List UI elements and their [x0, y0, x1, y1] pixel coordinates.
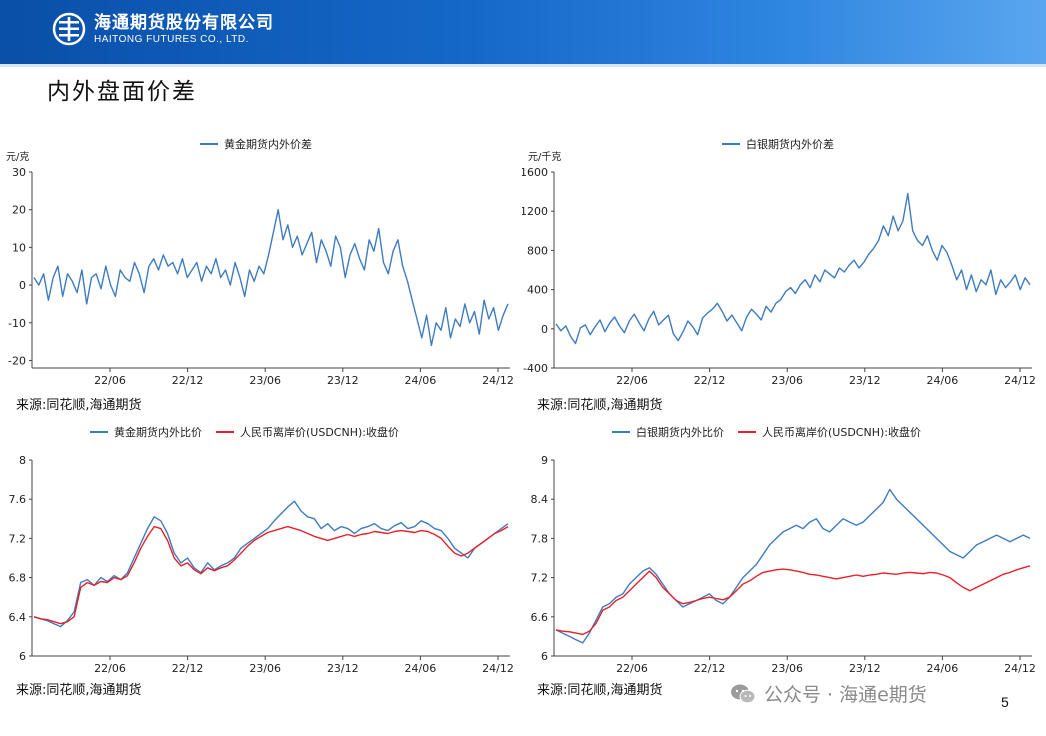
y-tick-label: 8.4 — [531, 493, 549, 506]
gold-ratio-chart: 黄金期货内外比价 人民币离岸价(USDCNH):收盘价 8 7.6 7.2 6.8 6.4 6… — [0, 418, 520, 680]
y-tick-label: 0 — [19, 279, 26, 292]
y-tick-label: 7.6 — [9, 493, 27, 506]
wechat-account-label: 公众号 · 海通e期货 — [764, 684, 927, 706]
source-note: 来源:同花顺,海通期货 — [16, 398, 142, 413]
series-line — [555, 488, 1031, 644]
legend: 白银期货内外比价 人民币离岸价(USDCNH):收盘价 — [612, 425, 921, 439]
x-tick-label: 23/06 — [771, 662, 803, 675]
page-title: 内外盘面价差 — [47, 79, 197, 105]
y-tick-label: 6 — [541, 650, 548, 663]
silver-ratio-chart: 白银期货内外比价 人民币离岸价(USDCNH):收盘价 9 8.4 7.8 7.2 6.6 6… — [522, 418, 1042, 680]
legend: 黄金期货内外比价 人民币离岸价(USDCNH):收盘价 — [90, 425, 399, 439]
x-tick-label: 24/12 — [482, 662, 514, 675]
legend-item: 黄金期货内外比价 — [90, 425, 202, 439]
y-tick-label: 0 — [541, 323, 548, 336]
x-tick-label: 23/06 — [771, 374, 803, 387]
x-tick-label: 24/06 — [405, 662, 437, 675]
legend-label: 人民币离岸价(USDCNH):收盘价 — [240, 425, 399, 439]
wechat-footer: 公众号 · 海通e期货 — [730, 680, 927, 707]
y-axis-unit: 元/千克 — [528, 151, 561, 163]
legend-label: 白银期货内外价差 — [746, 137, 834, 151]
y-tick-label: 6.4 — [9, 611, 27, 624]
company-name-en: HAITONG FUTURES CO., LTD. — [94, 33, 249, 45]
x-tick-label: 24/12 — [1004, 662, 1036, 675]
page-number: 5 — [1001, 694, 1009, 710]
header-divider — [0, 64, 1046, 67]
haitong-logo-icon — [52, 12, 86, 46]
source-note: 来源:同花顺,海通期货 — [537, 398, 663, 413]
legend-label: 黄金期货内外比价 — [114, 425, 202, 439]
legend: 黄金期货内外价差 — [200, 137, 312, 151]
y-tick-label: 30 — [12, 166, 26, 179]
y-tick-label: 400 — [527, 284, 548, 297]
series-line — [555, 192, 1031, 345]
series-line — [33, 500, 509, 628]
x-tick-label: 24/12 — [1004, 374, 1036, 387]
x-tick-label: 22/06 — [94, 662, 126, 675]
legend-item: 人民币离岸价(USDCNH):收盘价 — [738, 425, 921, 439]
y-tick-label: 7.8 — [531, 532, 549, 545]
x-tick-label: 22/12 — [172, 374, 204, 387]
x-tick-label: 23/06 — [249, 662, 281, 675]
y-tick-label: 6 — [19, 650, 26, 663]
x-tick-label: 22/12 — [694, 662, 726, 675]
y-tick-label: -400 — [523, 362, 548, 375]
x-tick-label: 23/12 — [849, 662, 881, 675]
company-name-cn: 海通期货股份有限公司 — [94, 12, 274, 33]
y-tick-label: 7.2 — [531, 572, 549, 585]
source-note: 来源:同花顺,海通期货 — [16, 683, 142, 698]
x-tick-label: 22/06 — [616, 662, 648, 675]
source-note: 来源:同花顺,海通期货 — [537, 683, 663, 698]
y-tick-label: 10 — [12, 241, 26, 254]
legend: 白银期货内外价差 — [722, 137, 834, 151]
x-tick-label: 23/12 — [327, 662, 359, 675]
y-tick-label: 1600 — [522, 166, 548, 179]
legend-label: 黄金期货内外价差 — [224, 137, 312, 151]
y-tick-label: 800 — [527, 244, 548, 257]
legend-item: 人民币离岸价(USDCNH):收盘价 — [216, 425, 399, 439]
gold-spread-chart: 黄金期货内外价差元/克 30 20 10 0 -10 -20 22/06 22/12 23/06 2… — [0, 130, 520, 392]
legend-item: 黄金期货内外价差 — [200, 137, 312, 151]
x-tick-label: 22/12 — [172, 662, 204, 675]
y-tick-label: 8 — [19, 454, 26, 467]
x-tick-label: 24/06 — [927, 374, 959, 387]
header-bar — [0, 0, 1046, 64]
y-tick-label: 20 — [12, 204, 26, 217]
y-tick-label: 9 — [541, 454, 548, 467]
series-line — [33, 525, 509, 625]
company-logo: 海通期货股份有限公司 HAITONG FUTURES CO., LTD. — [52, 12, 274, 46]
legend-label: 白银期货内外比价 — [636, 425, 724, 439]
y-tick-label: -10 — [8, 317, 26, 330]
legend-item: 白银期货内外比价 — [612, 425, 724, 439]
x-tick-label: 23/12 — [849, 374, 881, 387]
x-tick-label: 22/06 — [94, 374, 126, 387]
x-tick-label: 24/06 — [927, 662, 959, 675]
x-tick-label: 23/06 — [249, 374, 281, 387]
x-tick-label: 24/06 — [405, 374, 437, 387]
y-tick-label: -20 — [8, 354, 26, 367]
y-tick-label: 7.2 — [9, 532, 27, 545]
silver-spread-chart: 白银期货内外价差元/千克 1600 1200 800 400 0 -400 22/06 22/1… — [522, 130, 1042, 392]
x-tick-label: 22/12 — [694, 374, 726, 387]
y-tick-label: 6.8 — [9, 572, 27, 585]
wechat-icon — [731, 684, 756, 703]
y-tick-label: 1200 — [522, 205, 548, 218]
x-tick-label: 24/12 — [482, 374, 514, 387]
legend-item: 白银期货内外价差 — [722, 137, 834, 151]
x-tick-label: 23/12 — [327, 374, 359, 387]
y-tick-label: 6.6 — [531, 611, 549, 624]
series-line — [33, 208, 509, 347]
y-axis-unit: 元/克 — [6, 151, 29, 163]
series-line — [555, 565, 1031, 636]
x-tick-label: 22/06 — [616, 374, 648, 387]
legend-label: 人民币离岸价(USDCNH):收盘价 — [762, 425, 921, 439]
